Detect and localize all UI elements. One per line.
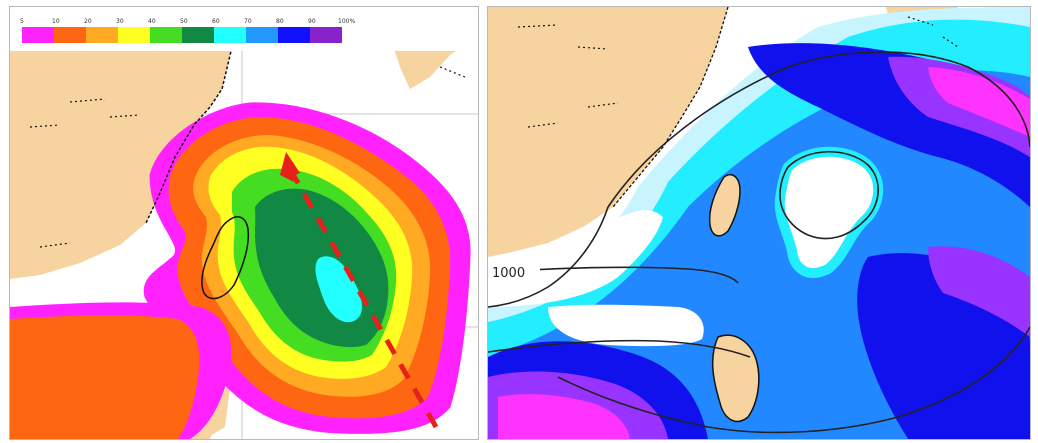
mainland-land	[488, 7, 728, 257]
coastline-small-islands	[29, 26, 466, 248]
pressure-contour-inner	[779, 150, 879, 240]
contour-label-background	[488, 263, 540, 281]
coastline	[612, 7, 729, 208]
right-map-svg: 1000	[488, 7, 1030, 439]
legend-swatch	[22, 27, 54, 43]
legend-swatch	[214, 27, 246, 43]
legend-tick-label: 90	[308, 18, 316, 25]
contour-label-1000: 1000	[492, 266, 525, 281]
southwest-probability-10-area	[10, 315, 200, 439]
legend-tick-label: 10	[52, 18, 60, 25]
dry-area	[488, 210, 663, 307]
pressure-contour-outer	[488, 51, 1030, 434]
legend-swatch	[150, 27, 182, 43]
legend-tick-label: 5	[20, 18, 24, 25]
legend-swatch	[278, 27, 310, 43]
legend-swatch	[246, 27, 278, 43]
taiwan-outline	[201, 216, 250, 300]
legend-tick-label: 80	[276, 18, 284, 25]
legend-swatch	[86, 27, 118, 43]
probability-legend	[22, 27, 342, 43]
purple-precip-band	[928, 246, 1030, 337]
coastline-small-islands	[517, 16, 959, 128]
probability-60-area	[315, 256, 362, 323]
forecast-track-line	[287, 167, 439, 429]
legend-tick-label: 20	[84, 18, 92, 25]
legend-swatch	[118, 27, 150, 43]
right-precip-map: 1000	[487, 6, 1031, 440]
legend-tick-label: 40	[148, 18, 156, 25]
legend-swatch	[310, 27, 342, 43]
forecast-track-arrowhead-shade	[286, 152, 300, 177]
legend-swatch	[54, 27, 86, 43]
left-probability-map: 5 10 20 30 40 50 60 70 80 90 100%	[9, 6, 479, 440]
legend-swatch	[182, 27, 214, 43]
dry-area	[548, 304, 704, 347]
legend-tick-label: 50	[180, 18, 188, 25]
magenta-precip-band	[928, 67, 1030, 137]
taiwan-land	[708, 173, 741, 237]
mainland-land	[10, 7, 232, 279]
pressure-contour-band	[488, 339, 751, 358]
legend-tick-label: 100%	[338, 18, 355, 25]
legend-tick-label: 30	[116, 18, 124, 25]
legend-tick-label: 60	[212, 18, 220, 25]
dry-core-area	[779, 151, 879, 273]
magenta-precip-band	[498, 394, 630, 439]
left-map-svg: 5 10 20 30 40 50 60 70 80 90 100%	[10, 7, 478, 439]
coastline	[145, 7, 233, 224]
legend-tick-label: 70	[244, 18, 252, 25]
probability-legend-ticks: 5 10 20 30 40 50 60 70 80 90 100%	[20, 18, 355, 25]
